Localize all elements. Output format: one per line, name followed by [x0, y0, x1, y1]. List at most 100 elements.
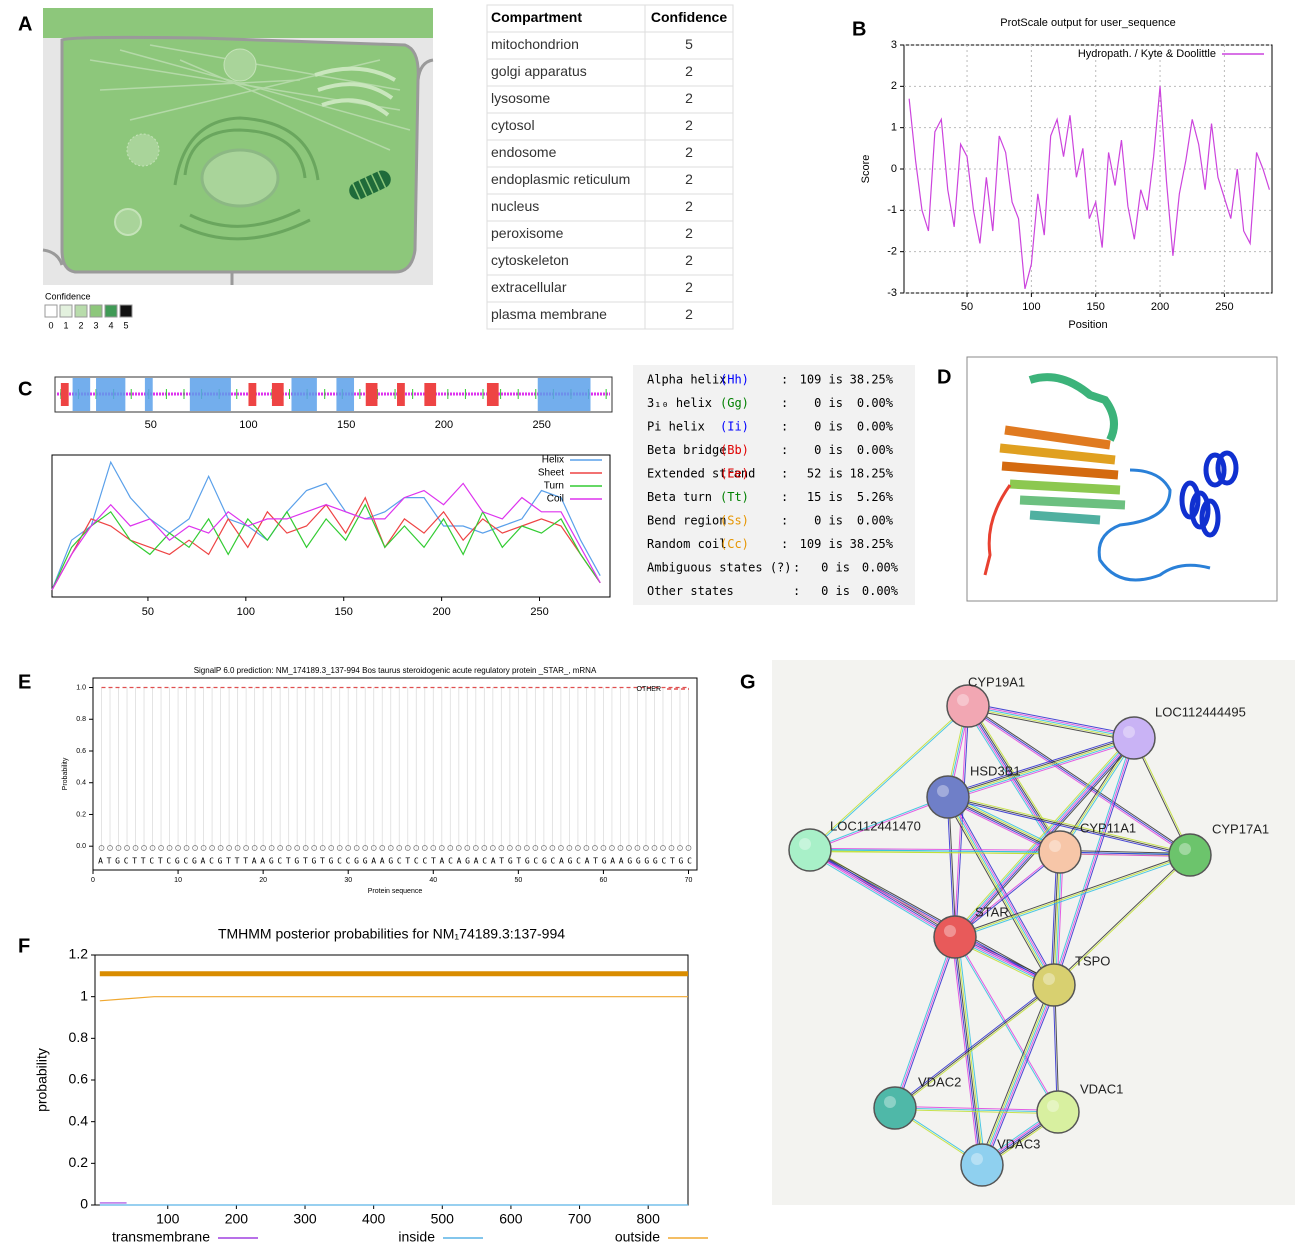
- helix-segment: [72, 378, 91, 411]
- network-edge: [978, 983, 1052, 1164]
- table-cell: 0.00%: [857, 396, 894, 410]
- table-cell: 109 is: [800, 373, 843, 387]
- cell-illustration: [42, 8, 434, 285]
- legend-swatch: [74, 304, 88, 318]
- network-edge: [984, 986, 1058, 1167]
- x-tick-label: 40: [429, 877, 437, 884]
- panel-label: D: [937, 366, 951, 388]
- table-cell: Bend region: [647, 514, 726, 528]
- residue-marker: [226, 845, 232, 851]
- table-cell: :: [781, 420, 788, 434]
- legend-label: Helix: [542, 455, 564, 466]
- network-edge: [808, 850, 1054, 987]
- table-cell: 0 is: [814, 514, 843, 528]
- table-cell: 2: [685, 90, 693, 106]
- residue-marker: [396, 845, 403, 851]
- y-tick-label: 0.2: [76, 811, 86, 818]
- y-tick-label: -1: [887, 204, 897, 216]
- x-tick-label: 30: [344, 877, 352, 884]
- node-label: HSD3B1: [970, 763, 1021, 778]
- network-edge: [810, 848, 1056, 985]
- table-cell: Alpha helix: [647, 373, 726, 387]
- table-cell: lysosome: [491, 90, 550, 106]
- network-edge: [952, 735, 1132, 936]
- residue-marker: [234, 845, 241, 851]
- plot-frame: [51, 454, 611, 598]
- residue-marker: [566, 845, 573, 851]
- table-cell: 2: [685, 144, 693, 160]
- network-edge: [947, 796, 1191, 856]
- y-axis-label: Probability: [62, 757, 69, 790]
- x-axis-label: Protein sequence: [368, 888, 423, 895]
- x-tick-label: 250: [532, 419, 550, 431]
- y-axis-label: Score: [860, 155, 872, 184]
- legend-label: 0: [48, 320, 53, 330]
- table-cell: 2: [685, 171, 693, 187]
- y-axis-label: probability: [34, 1048, 50, 1112]
- residue-marker: [141, 845, 147, 851]
- x-tick-label: 50: [514, 877, 522, 884]
- table-cell: 0.00%: [857, 420, 894, 434]
- x-tick-label: 150: [337, 419, 355, 431]
- table-cell: (Ee): [720, 467, 749, 481]
- legend-label: Turn: [544, 481, 564, 492]
- residue-marker: [217, 845, 224, 851]
- node-label: STAR: [975, 904, 1009, 919]
- table-cell: 2: [685, 198, 693, 214]
- table-cell: 2: [685, 225, 693, 241]
- network-edge: [1055, 852, 1063, 986]
- x-tick-label: 200: [225, 1211, 249, 1227]
- y-tick-label: 1: [80, 987, 88, 1003]
- table-cell: 109 is: [800, 537, 843, 551]
- residue-marker: [183, 845, 190, 851]
- residue-marker: [379, 845, 386, 851]
- y-tick-label: 0: [80, 1196, 88, 1212]
- residue-marker: [609, 845, 615, 851]
- network-edge: [1053, 854, 1190, 985]
- network-edge: [968, 704, 1062, 852]
- x-tick-label: 150: [1087, 301, 1105, 313]
- residue-marker: [677, 845, 683, 851]
- network-edge: [952, 937, 981, 1166]
- y-tick-label: 0.2: [69, 1154, 89, 1170]
- network-edge: [944, 798, 1052, 987]
- legend-label: inside: [398, 1229, 435, 1245]
- plot-frame: [94, 954, 689, 1206]
- node-highlight: [884, 1096, 896, 1108]
- y-tick-label: 0: [891, 163, 897, 175]
- residue-marker: [166, 845, 173, 851]
- x-tick-label: 100: [237, 606, 255, 618]
- table-header: Compartment: [491, 9, 582, 25]
- x-tick-label: 800: [637, 1211, 661, 1227]
- table-cell: 52 is: [807, 467, 843, 481]
- network-edge: [983, 985, 1056, 1166]
- table-background: [633, 365, 915, 605]
- panel-label: C: [18, 378, 32, 400]
- network-edge: [981, 984, 1055, 1166]
- x-tick-label: 150: [335, 606, 353, 618]
- residue-marker: [294, 845, 301, 851]
- table-cell: :: [781, 537, 788, 551]
- residue-marker: [558, 845, 564, 851]
- network-edge: [1052, 737, 1133, 985]
- network-edge: [967, 705, 1135, 739]
- panel-label: E: [18, 671, 31, 693]
- series-line: [51, 503, 601, 591]
- sheet-segment: [424, 383, 437, 406]
- y-tick-label: -2: [887, 246, 897, 258]
- network-edge: [954, 853, 1190, 936]
- network-edge: [895, 1105, 1059, 1111]
- network-edge: [893, 983, 1054, 1108]
- table-header: Confidence: [651, 9, 727, 25]
- network-edge: [955, 856, 1191, 939]
- y-tick-label: 1.2: [69, 946, 89, 962]
- legend-label: 3: [93, 320, 98, 330]
- node-label: LOC112444495: [1155, 704, 1246, 719]
- network-edge: [896, 937, 957, 1109]
- table-cell: peroxisome: [491, 225, 564, 241]
- y-tick-label: 0.8: [69, 1029, 89, 1045]
- network-edge: [1060, 738, 1136, 854]
- table-cell: Beta bridge: [647, 443, 726, 457]
- y-tick-label: 3: [891, 39, 897, 51]
- table-cell: plasma membrane: [491, 306, 607, 322]
